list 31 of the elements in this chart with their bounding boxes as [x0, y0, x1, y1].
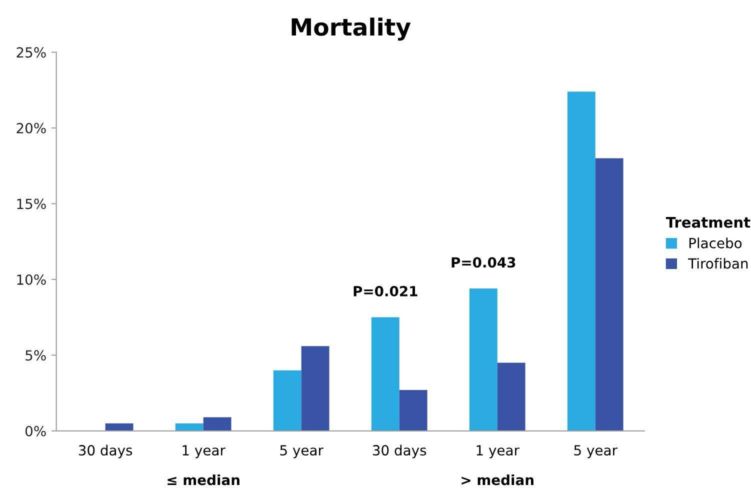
bar	[469, 288, 498, 431]
y-tick-label: 10%	[17, 274, 46, 285]
annotation: P=0.043	[452, 257, 516, 268]
text: ≤ median	[168, 474, 240, 486]
bar	[567, 92, 596, 431]
bar	[399, 390, 428, 431]
legend-label: Tirofiban	[688, 258, 748, 269]
y-tick-label: 20%	[16, 122, 46, 134]
bar	[497, 362, 526, 431]
bar	[595, 158, 624, 431]
annotation: P=0.021	[354, 286, 418, 296]
bar	[105, 423, 134, 431]
x-tick-label: 1 year	[182, 445, 226, 458]
chart-title: Mortality	[292, 18, 411, 41]
x-tick-label: 5 year	[280, 445, 324, 458]
x-tick-label: 30 days	[78, 444, 132, 458]
x-tick-label: 5 year	[574, 445, 618, 458]
y-tick-label: 5%	[26, 350, 46, 361]
bar	[203, 417, 232, 431]
text: > median	[462, 474, 534, 486]
bar	[175, 423, 204, 431]
y-tick-label: 25%	[16, 47, 46, 58]
bar	[301, 346, 330, 431]
y-tick-label: 0%	[25, 426, 46, 436]
legend-title: Treatment	[666, 217, 750, 228]
bar	[371, 317, 400, 431]
x-tick-label: 1 year	[476, 445, 520, 458]
x-tick-label: 30 days	[372, 444, 426, 458]
legend-label: Placebo	[689, 238, 742, 248]
bar	[273, 370, 302, 431]
y-tick-label: 15%	[17, 198, 46, 210]
